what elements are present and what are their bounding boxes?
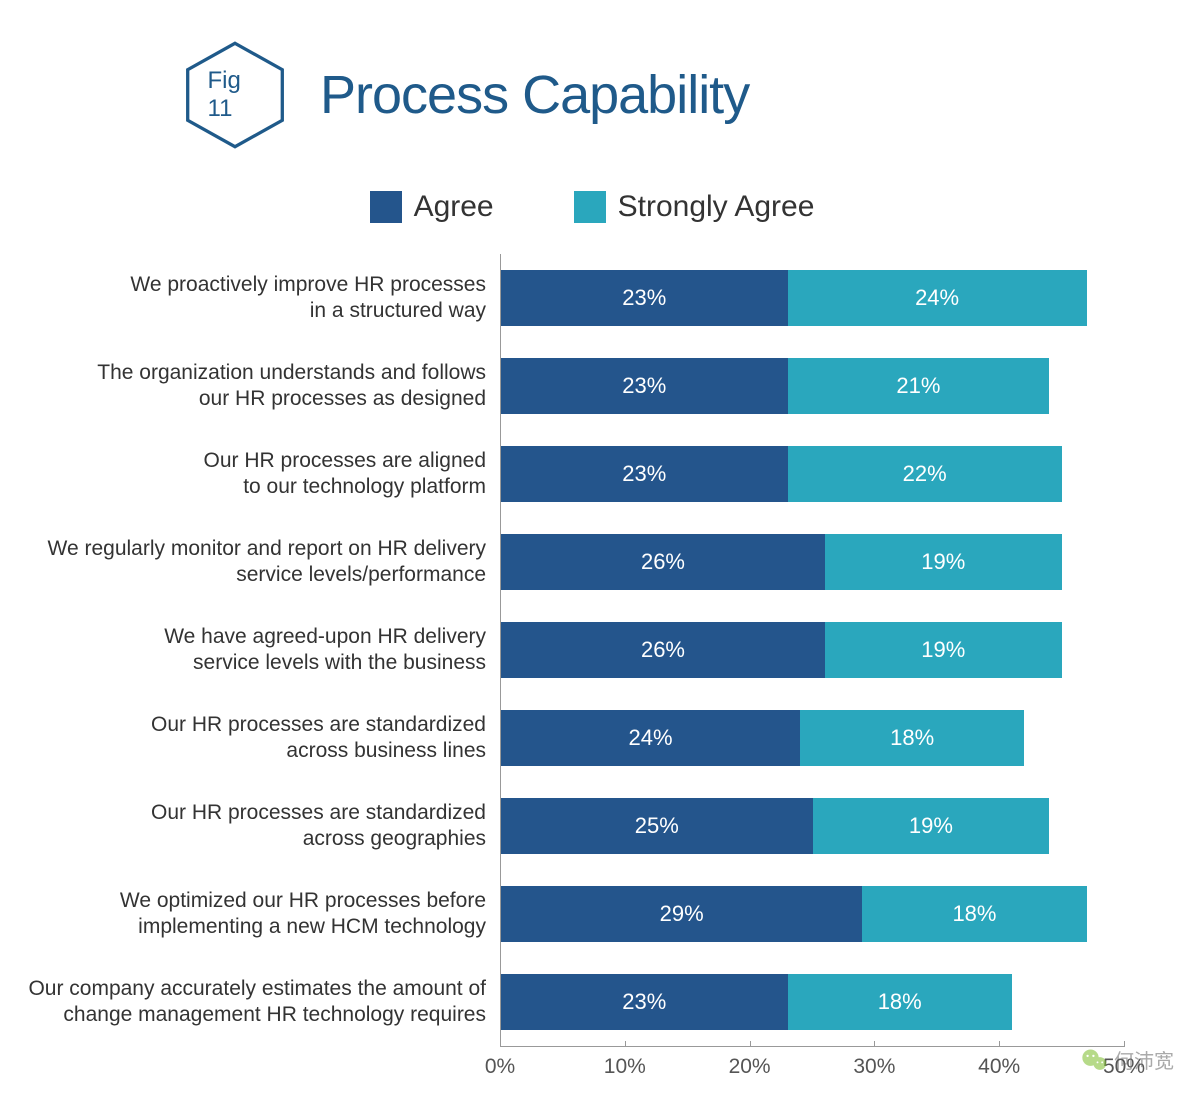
chart-row: We proactively improve HR processesin a …: [0, 254, 1124, 342]
bar-area: 23%22%: [500, 430, 1124, 518]
bar-wrap: 23%24%: [501, 254, 1124, 342]
bar-area: 24%18%: [500, 694, 1124, 782]
bar-agree: 26%: [501, 534, 825, 590]
bar-agree: 26%: [501, 622, 825, 678]
bar-agree: 23%: [501, 446, 788, 502]
axis-tick: [625, 1041, 626, 1047]
watermark-text: 何沛宽: [1114, 1045, 1174, 1074]
bar-strongly-agree: 19%: [813, 798, 1050, 854]
legend-item: Agree: [370, 190, 494, 224]
bar-wrap: 24%18%: [501, 694, 1124, 782]
wechat-icon: [1080, 1046, 1108, 1074]
axis-tick-label: 0%: [485, 1055, 515, 1079]
chart-row: We optimized our HR processes beforeimpl…: [0, 870, 1124, 958]
bar-strongly-agree: 24%: [788, 270, 1087, 326]
row-label: We proactively improve HR processesin a …: [0, 272, 500, 325]
chart-body: We proactively improve HR processesin a …: [0, 254, 1184, 1046]
bar-area: 23%18%: [500, 958, 1124, 1046]
legend-label: Strongly Agree: [618, 190, 815, 224]
chart-row: Our HR processes are alignedto our techn…: [0, 430, 1124, 518]
row-label: We regularly monitor and report on HR de…: [0, 536, 500, 589]
chart-row: Our company accurately estimates the amo…: [0, 958, 1124, 1046]
bar-wrap: 29%18%: [501, 870, 1124, 958]
bar-area: 26%19%: [500, 606, 1124, 694]
bar-strongly-agree: 19%: [825, 534, 1062, 590]
bar-area: 23%21%: [500, 342, 1124, 430]
bar-agree: 24%: [501, 710, 800, 766]
chart-title: Process Capability: [320, 64, 749, 126]
bar-strongly-agree: 18%: [800, 710, 1024, 766]
figure-badge-hexagon: Fig 11: [180, 40, 290, 150]
axis-tick: [874, 1041, 875, 1047]
axis-tick-label: 20%: [729, 1055, 771, 1079]
bar-agree: 29%: [501, 886, 862, 942]
row-label: Our HR processes are alignedto our techn…: [0, 448, 500, 501]
bar-wrap: 23%22%: [501, 430, 1124, 518]
figure-badge-label: Fig 11: [208, 67, 263, 123]
legend-item: Strongly Agree: [574, 190, 815, 224]
bar-area: 25%19%: [500, 782, 1124, 870]
x-axis-line: 0%10%20%30%40%50%: [500, 1046, 1124, 1086]
chart-row: We have agreed-upon HR deliveryservice l…: [0, 606, 1124, 694]
axis-tick-label: 40%: [978, 1055, 1020, 1079]
bar-area: 23%24%: [500, 254, 1124, 342]
bar-area: 29%18%: [500, 870, 1124, 958]
row-label: Our company accurately estimates the amo…: [0, 976, 500, 1029]
legend: Agree Strongly Agree: [0, 170, 1184, 254]
bar-strongly-agree: 19%: [825, 622, 1062, 678]
axis-tick: [750, 1041, 751, 1047]
row-label: We have agreed-upon HR deliveryservice l…: [0, 624, 500, 677]
chart-row: Our HR processes are standardizedacross …: [0, 694, 1124, 782]
axis-tick: [500, 1041, 501, 1047]
row-label: Our HR processes are standardizedacross …: [0, 712, 500, 765]
row-label: We optimized our HR processes beforeimpl…: [0, 888, 500, 941]
watermark: 何沛宽: [1080, 1045, 1174, 1074]
bar-strongly-agree: 21%: [788, 358, 1050, 414]
chart-row: Our HR processes are standardizedacross …: [0, 782, 1124, 870]
bar-wrap: 25%19%: [501, 782, 1124, 870]
bar-strongly-agree: 18%: [788, 974, 1012, 1030]
bar-agree: 23%: [501, 270, 788, 326]
legend-swatch: [370, 191, 402, 223]
chart-header: Fig 11 Process Capability: [0, 0, 1184, 170]
bar-agree: 25%: [501, 798, 813, 854]
bar-strongly-agree: 22%: [788, 446, 1062, 502]
bar-wrap: 23%21%: [501, 342, 1124, 430]
bar-strongly-agree: 18%: [862, 886, 1086, 942]
chart-row: The organization understands and follows…: [0, 342, 1124, 430]
chart-row: We regularly monitor and report on HR de…: [0, 518, 1124, 606]
bar-wrap: 26%19%: [501, 518, 1124, 606]
axis-tick-label: 10%: [604, 1055, 646, 1079]
row-label: The organization understands and follows…: [0, 360, 500, 413]
legend-label: Agree: [414, 190, 494, 224]
bar-agree: 23%: [501, 358, 788, 414]
row-label: Our HR processes are standardizedacross …: [0, 800, 500, 853]
bar-area: 26%19%: [500, 518, 1124, 606]
bar-agree: 23%: [501, 974, 788, 1030]
axis-tick-label: 30%: [853, 1055, 895, 1079]
bar-wrap: 23%18%: [501, 958, 1124, 1046]
axis-tick: [999, 1041, 1000, 1047]
bar-wrap: 26%19%: [501, 606, 1124, 694]
legend-swatch: [574, 191, 606, 223]
